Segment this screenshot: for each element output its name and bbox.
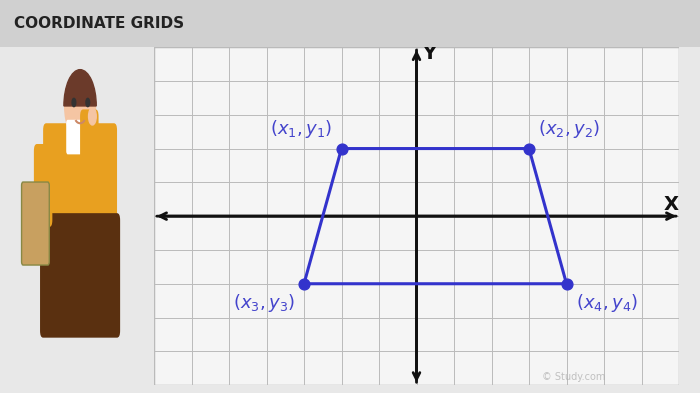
FancyBboxPatch shape [43,123,117,234]
Circle shape [72,98,76,107]
Point [336,145,347,152]
FancyBboxPatch shape [34,144,52,227]
Circle shape [64,72,95,141]
FancyBboxPatch shape [40,213,120,338]
FancyBboxPatch shape [80,109,99,199]
Point [524,145,535,152]
Wedge shape [64,70,97,106]
Circle shape [88,108,96,125]
FancyBboxPatch shape [66,120,94,154]
Text: $(x_2,y_2)$: $(x_2,y_2)$ [538,118,601,140]
Point [561,281,572,287]
Text: © Study.com: © Study.com [542,372,606,382]
Text: $(x_4,y_4)$: $(x_4,y_4)$ [576,292,638,314]
Point [298,281,309,287]
Text: $(x_1,y_1)$: $(x_1,y_1)$ [270,118,332,140]
Text: $(x_3,y_3)$: $(x_3,y_3)$ [232,292,295,314]
FancyBboxPatch shape [22,182,49,265]
Text: X: X [664,195,679,214]
Bar [154,47,679,385]
Text: COORDINATE GRIDS: COORDINATE GRIDS [14,16,184,31]
Text: Y: Y [423,44,437,63]
Circle shape [86,98,90,107]
